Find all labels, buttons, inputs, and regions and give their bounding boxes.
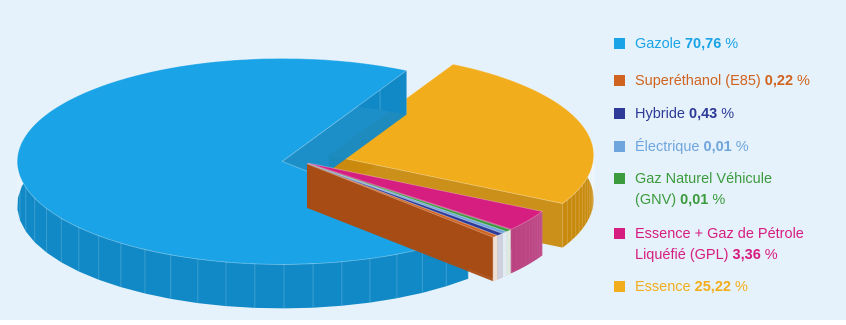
pie-chart-svg: [16, 58, 595, 309]
legend-unit: %: [793, 73, 810, 89]
legend-value: 0,22: [764, 73, 794, 89]
legend-swatch: [614, 38, 625, 49]
legend-label-line: Essence 25,22 %: [635, 277, 748, 298]
legend-label: Essence + Gaz de Pétrole Liquéfié (GPL) 3…: [635, 224, 804, 266]
pie-chart: [16, 58, 595, 309]
legend-value: 3,36: [732, 247, 761, 263]
legend-swatch: [614, 173, 625, 184]
legend-label-line: Hybride 0,43 %: [635, 104, 734, 125]
legend-label: Gazole 70,76 %: [635, 34, 738, 55]
legend-item: Gazole 70,76 %: [614, 34, 738, 55]
legend-series-name: Hybride: [635, 106, 689, 122]
legend-label: Essence 25,22 %: [635, 277, 748, 298]
legend-item: Hybride 0,43 %: [614, 104, 734, 125]
legend-label: Électrique 0,01 %: [635, 137, 749, 158]
legend-series-name: Liquéfié (GPL): [635, 247, 733, 263]
legend-label-line: Superéthanol (E85) 0,22 %: [635, 71, 810, 92]
legend-series-name: (GNV): [635, 192, 681, 208]
legend-swatch: [614, 108, 625, 119]
legend-series-name: Essence + Gaz de Pétrole: [635, 226, 804, 242]
legend-value: 0,01: [703, 139, 732, 155]
legend-label-line: Gaz Naturel Véhicule: [635, 169, 772, 190]
legend-label-line: (GNV) 0,01 %: [635, 190, 772, 211]
legend-value: 70,76: [684, 36, 722, 52]
legend-unit: %: [760, 247, 778, 263]
legend-item: Superéthanol (E85) 0,22 %: [614, 71, 810, 92]
legend-value: 0,43: [689, 106, 718, 122]
legend-swatch: [614, 75, 625, 86]
legend-label: Superéthanol (E85) 0,22 %: [635, 71, 810, 92]
legend-series-name: Essence: [635, 279, 695, 295]
legend-label: Gaz Naturel Véhicule (GNV) 0,01 %: [635, 169, 772, 211]
legend-label-line: Liquéfié (GPL) 3,36 %: [635, 245, 804, 266]
legend-value: 25,22: [694, 279, 731, 295]
pie-slice-super-thanol-e85: [306, 163, 499, 282]
legend-unit: %: [731, 139, 749, 155]
legend-unit: %: [717, 106, 735, 122]
legend-swatch: [614, 141, 625, 152]
legend-item: Électrique 0,01 %: [614, 137, 749, 158]
legend-item: Gaz Naturel Véhicule (GNV) 0,01 %: [614, 169, 772, 211]
legend-label: Hybride 0,43 %: [635, 104, 734, 125]
legend-series-name: Superéthanol (E85): [635, 73, 765, 89]
legend-value: 0,01: [680, 192, 709, 208]
legend-series-name: Gazole: [635, 36, 685, 52]
legend-swatch: [614, 228, 625, 239]
legend-item: Essence 25,22 %: [614, 277, 748, 298]
legend-series-name: Électrique: [635, 139, 704, 155]
legend-series-name: Gaz Naturel Véhicule: [635, 171, 773, 187]
legend-unit: %: [708, 192, 726, 208]
legend-item: Essence + Gaz de Pétrole Liquéfié (GPL) 3…: [614, 224, 804, 266]
legend-label-line: Gazole 70,76 %: [635, 34, 738, 55]
legend-label-line: Électrique 0,01 %: [635, 137, 749, 158]
legend-unit: %: [730, 279, 748, 295]
legend-swatch: [614, 281, 625, 292]
legend-unit: %: [721, 36, 739, 52]
legend-label-line: Essence + Gaz de Pétrole: [635, 224, 804, 245]
